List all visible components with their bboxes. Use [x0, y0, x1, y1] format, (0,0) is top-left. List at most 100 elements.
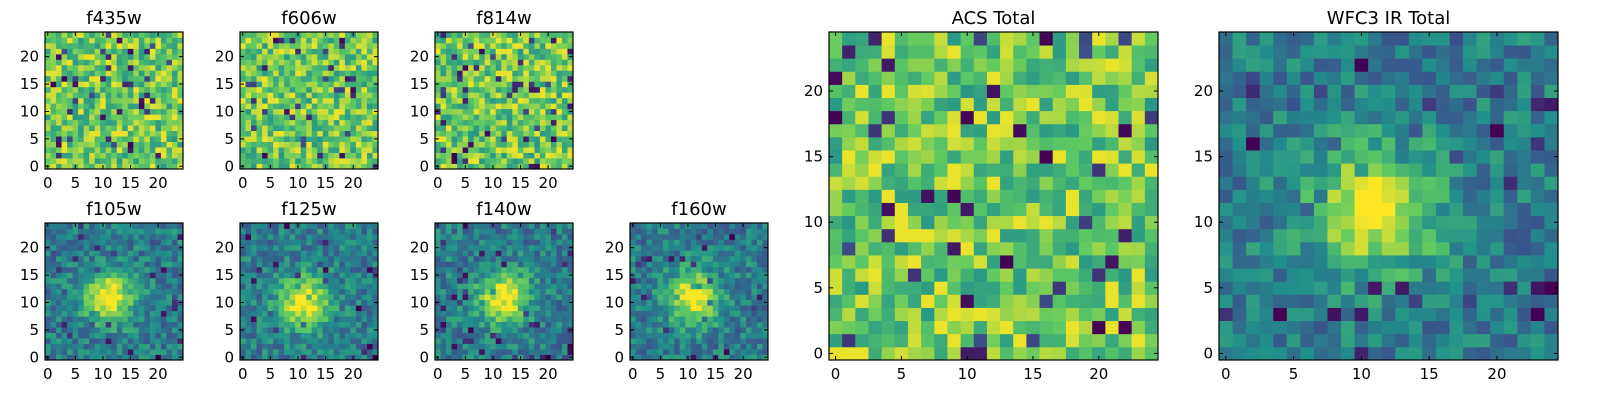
heatmap-cell [718, 343, 725, 350]
heatmap-cell [512, 316, 519, 323]
heatmap-cell [160, 332, 167, 339]
heatmap-cell [652, 283, 658, 290]
heatmap-cell [947, 346, 961, 361]
heatmap-cell [685, 338, 692, 344]
heatmap-cell [284, 354, 291, 361]
heatmap-cell [311, 343, 318, 350]
heatmap-cell [679, 305, 686, 312]
heatmap-cell [501, 255, 508, 262]
heatmap-cell [300, 239, 307, 246]
heatmap-cell [372, 48, 379, 55]
heatmap-cell [539, 321, 546, 328]
heatmap-cell [122, 136, 129, 142]
heatmap-cell [317, 266, 324, 273]
heatmap-cell [284, 108, 291, 115]
heatmap-cell [663, 349, 670, 355]
heatmap-cell [556, 152, 563, 159]
heatmap-cell [446, 158, 452, 164]
heatmap-cell [561, 321, 568, 328]
heatmap-cell [138, 92, 145, 99]
heatmap-cell [539, 32, 546, 38]
heatmap-cell [435, 261, 441, 268]
y-tick-label: 10 [20, 102, 39, 120]
heatmap-cell [72, 75, 79, 82]
heatmap-cell [657, 283, 664, 290]
heatmap-cell [512, 136, 519, 142]
heatmap-cell [523, 223, 530, 229]
heatmap-cell [56, 119, 62, 126]
heatmap-cell [1144, 346, 1159, 361]
heatmap-cell [446, 147, 452, 153]
heatmap-cell [468, 223, 475, 229]
heatmap-cell [262, 327, 268, 333]
heatmap-cell [561, 141, 568, 148]
heatmap-cell [116, 119, 123, 126]
heatmap-cell [144, 250, 151, 257]
heatmap-cell [556, 266, 563, 273]
heatmap-cell [440, 130, 447, 137]
heatmap-cell [89, 103, 96, 110]
heatmap-cell [278, 125, 285, 132]
heatmap-cell [295, 316, 302, 323]
heatmap-cell [1092, 294, 1106, 308]
heatmap-cell [556, 255, 563, 262]
heatmap-cell [111, 158, 118, 164]
heatmap-cell [947, 215, 961, 230]
heatmap-cell [762, 283, 769, 290]
heatmap-cell [495, 349, 502, 355]
heatmap-cell [251, 250, 257, 257]
heatmap-cell [328, 283, 335, 290]
heatmap-cell [446, 233, 452, 240]
heatmap-cell [144, 294, 151, 301]
heatmap-cell [1079, 333, 1093, 348]
heatmap-cell [251, 310, 257, 317]
heatmap-cell [1144, 307, 1159, 322]
heatmap-cell [89, 130, 96, 137]
heatmap-cell [1105, 255, 1119, 269]
heatmap-cell [333, 152, 340, 159]
heatmap-cell [50, 158, 57, 164]
heatmap-cell [306, 59, 313, 66]
heatmap-cell [545, 81, 552, 88]
heatmap-cell [317, 114, 324, 121]
heatmap-cell [83, 310, 90, 317]
heatmap-cell [350, 239, 357, 246]
heatmap-cell [668, 283, 675, 290]
heatmap-cell [328, 299, 335, 306]
heatmap-cell [127, 233, 134, 240]
heatmap-cell [842, 294, 856, 308]
heatmap-cell [350, 294, 357, 301]
heatmap-cell [641, 255, 647, 262]
heatmap-cell [262, 108, 268, 115]
heatmap-cell [512, 147, 519, 153]
heatmap-cell [762, 255, 769, 262]
heatmap-cell [473, 64, 480, 71]
heatmap-cell [262, 136, 268, 142]
heatmap-cell [539, 239, 546, 246]
heatmap-cell [366, 255, 373, 262]
heatmap-cell [149, 283, 156, 290]
heatmap-cell [523, 299, 530, 306]
heatmap-cell [240, 114, 246, 121]
heatmap-cell [256, 130, 263, 137]
heatmap-cell [56, 147, 62, 153]
heatmap-cell [155, 239, 162, 246]
heatmap-cell [133, 136, 140, 142]
heatmap-cell [372, 283, 379, 290]
heatmap-cell [133, 250, 140, 257]
heatmap-cell [177, 233, 184, 240]
heatmap-cell [517, 294, 524, 301]
heatmap-cell [842, 228, 856, 243]
heatmap-cell [652, 332, 658, 339]
heatmap-cell [740, 349, 747, 355]
heatmap-cell [116, 223, 123, 229]
heatmap-cell [361, 255, 368, 262]
heatmap-cell [160, 70, 167, 77]
heatmap-cell [534, 294, 541, 301]
heatmap-cell [1118, 346, 1133, 361]
heatmap-cell [506, 103, 513, 110]
heatmap-cell [567, 130, 574, 137]
heatmap-cell [528, 75, 535, 82]
heatmap-cell [262, 294, 268, 301]
heatmap-cell [506, 119, 513, 126]
